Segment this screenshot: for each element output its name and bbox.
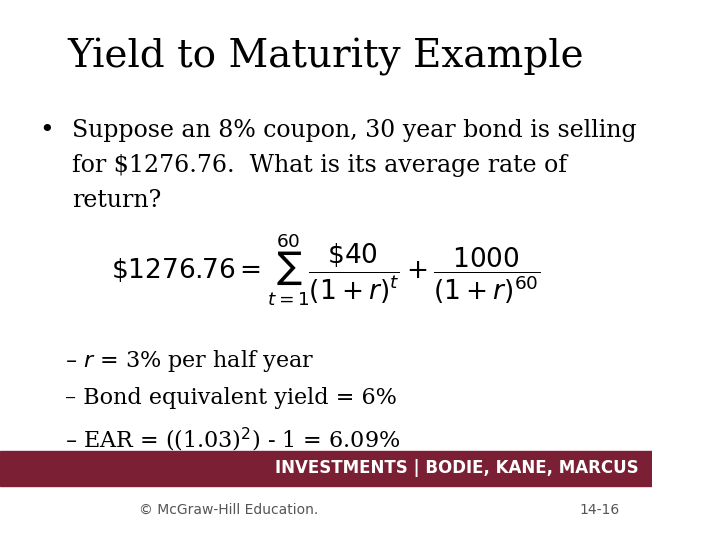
Text: – $r$ = 3% per half year: – $r$ = 3% per half year (66, 348, 315, 374)
Text: $\$1276.76 = \sum_{t=1}^{60} \dfrac{\$40}{(1+r)^t} + \dfrac{1000}{(1+r)^{60}}$: $\$1276.76 = \sum_{t=1}^{60} \dfrac{\$40… (112, 232, 541, 308)
Text: •: • (39, 119, 54, 142)
Text: INVESTMENTS | BODIE, KANE, MARCUS: INVESTMENTS | BODIE, KANE, MARCUS (275, 459, 639, 477)
Text: © McGraw-Hill Education.: © McGraw-Hill Education. (138, 503, 318, 517)
Text: for $1276.76.  What is its average rate of: for $1276.76. What is its average rate o… (72, 154, 567, 177)
Text: 14-16: 14-16 (579, 503, 619, 517)
Text: – Bond equivalent yield = 6%: – Bond equivalent yield = 6% (66, 387, 397, 409)
Text: Yield to Maturity Example: Yield to Maturity Example (68, 38, 585, 76)
Text: Suppose an 8% coupon, 30 year bond is selling: Suppose an 8% coupon, 30 year bond is se… (72, 119, 636, 142)
Bar (0, 451, 652, 486)
Text: – EAR = ((1.03)$^2$) - 1 = 6.09%: – EAR = ((1.03)$^2$) - 1 = 6.09% (66, 426, 400, 454)
Text: return?: return? (72, 189, 161, 212)
